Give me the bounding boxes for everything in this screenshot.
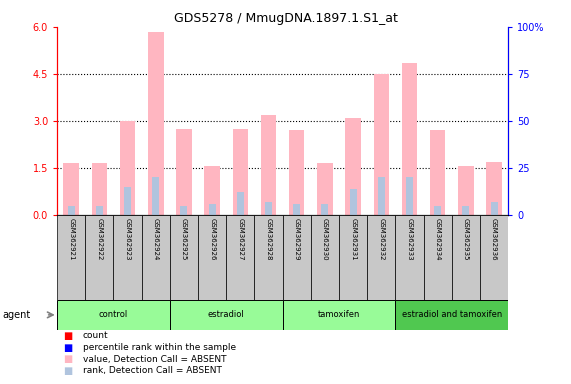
Bar <box>57 215 85 300</box>
Bar <box>148 31 163 215</box>
Text: GSM362927: GSM362927 <box>238 218 243 260</box>
Bar <box>486 162 502 215</box>
Bar <box>349 189 357 215</box>
Text: GSM362931: GSM362931 <box>350 218 356 260</box>
Bar <box>120 121 135 215</box>
Bar <box>57 300 170 330</box>
Text: ■: ■ <box>63 366 72 376</box>
Bar <box>424 215 452 300</box>
Bar <box>452 215 480 300</box>
Bar <box>170 215 198 300</box>
Bar <box>85 215 114 300</box>
Text: count: count <box>83 331 108 341</box>
Bar <box>170 300 283 330</box>
Text: ■: ■ <box>63 354 72 364</box>
Text: ■: ■ <box>63 343 72 353</box>
Bar <box>237 192 244 215</box>
Text: GSM362923: GSM362923 <box>124 218 131 260</box>
Bar <box>180 206 187 215</box>
Bar <box>402 63 417 215</box>
Bar <box>91 163 107 215</box>
Text: GSM362922: GSM362922 <box>96 218 102 260</box>
Bar <box>226 215 255 300</box>
Text: GSM362934: GSM362934 <box>435 218 441 260</box>
Bar <box>142 215 170 300</box>
Text: ■: ■ <box>63 331 72 341</box>
Text: GSM362929: GSM362929 <box>293 218 300 260</box>
Bar <box>283 215 311 300</box>
Text: agent: agent <box>3 310 31 320</box>
Text: GSM362924: GSM362924 <box>153 218 159 260</box>
Bar <box>373 74 389 215</box>
Bar <box>339 215 367 300</box>
Bar <box>406 177 413 215</box>
Bar <box>289 131 304 215</box>
Text: GSM362921: GSM362921 <box>68 218 74 260</box>
Bar <box>261 115 276 215</box>
Bar <box>63 163 79 215</box>
Text: GSM362933: GSM362933 <box>407 218 412 260</box>
Bar <box>208 204 216 215</box>
Text: percentile rank within the sample: percentile rank within the sample <box>83 343 236 352</box>
Text: control: control <box>99 310 128 319</box>
Bar <box>176 129 192 215</box>
Bar <box>367 215 395 300</box>
Bar <box>124 187 131 215</box>
Bar <box>152 177 159 215</box>
Bar <box>490 202 497 215</box>
Text: tamoxifen: tamoxifen <box>318 310 360 319</box>
Text: GDS5278 / MmugDNA.1897.1.S1_at: GDS5278 / MmugDNA.1897.1.S1_at <box>174 12 397 25</box>
Text: value, Detection Call = ABSENT: value, Detection Call = ABSENT <box>83 354 226 364</box>
Text: GSM362925: GSM362925 <box>181 218 187 260</box>
Text: GSM362932: GSM362932 <box>379 218 384 260</box>
Bar <box>255 215 283 300</box>
Bar <box>283 300 395 330</box>
Text: estradiol: estradiol <box>208 310 244 319</box>
Bar <box>395 215 424 300</box>
Bar <box>96 206 103 215</box>
Bar <box>345 118 361 215</box>
Text: estradiol and tamoxifen: estradiol and tamoxifen <box>401 310 502 319</box>
Text: GSM362930: GSM362930 <box>322 218 328 260</box>
Bar <box>265 202 272 215</box>
Text: GSM362935: GSM362935 <box>463 218 469 260</box>
Bar <box>321 204 328 215</box>
Text: GSM362926: GSM362926 <box>209 218 215 260</box>
Bar <box>378 177 385 215</box>
Bar <box>395 300 508 330</box>
Bar <box>434 206 441 215</box>
Bar <box>204 166 220 215</box>
Text: rank, Detection Call = ABSENT: rank, Detection Call = ABSENT <box>83 366 222 375</box>
Bar <box>232 129 248 215</box>
Bar <box>458 166 474 215</box>
Bar <box>311 215 339 300</box>
Bar <box>293 204 300 215</box>
Bar <box>68 206 75 215</box>
Bar <box>430 131 445 215</box>
Bar <box>463 206 469 215</box>
Text: GSM362936: GSM362936 <box>491 218 497 260</box>
Text: GSM362928: GSM362928 <box>266 218 272 260</box>
Bar <box>198 215 226 300</box>
Bar <box>480 215 508 300</box>
Bar <box>114 215 142 300</box>
Bar <box>317 163 333 215</box>
